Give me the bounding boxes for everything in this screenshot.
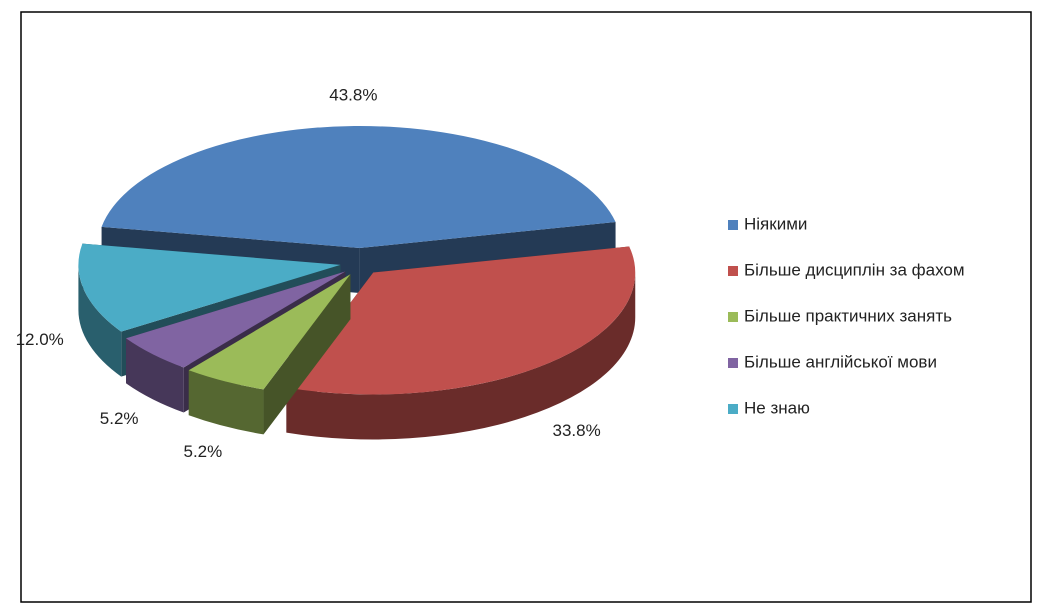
- pie-slice: [101, 126, 616, 249]
- data-label: 33.8%: [552, 421, 600, 440]
- legend-swatch: [728, 312, 738, 322]
- legend-label: Більше практичних занять: [744, 306, 952, 325]
- slice-wall: [188, 370, 264, 435]
- pie-slice: [78, 243, 341, 332]
- legend-swatch: [728, 220, 738, 230]
- legend-swatch: [728, 266, 738, 276]
- legend-label: Більше дисциплін за фахом: [744, 260, 965, 279]
- pie-slice: [188, 274, 351, 390]
- slice-wall: [78, 264, 122, 377]
- data-label: 12.0%: [16, 330, 64, 349]
- legend-label: Не знаю: [744, 398, 810, 417]
- legend-label: Ніякими: [744, 214, 807, 233]
- pie-slice: [126, 271, 346, 368]
- pie-slice: [286, 246, 636, 395]
- data-label: 5.2%: [183, 442, 222, 461]
- slice-wall: [286, 272, 636, 440]
- legend-label: Більше англійської мови: [744, 352, 937, 371]
- data-label: 5.2%: [100, 409, 139, 428]
- legend-swatch: [728, 358, 738, 368]
- slice-wall: [126, 338, 184, 413]
- legend-swatch: [728, 404, 738, 414]
- data-label: 43.8%: [329, 86, 377, 105]
